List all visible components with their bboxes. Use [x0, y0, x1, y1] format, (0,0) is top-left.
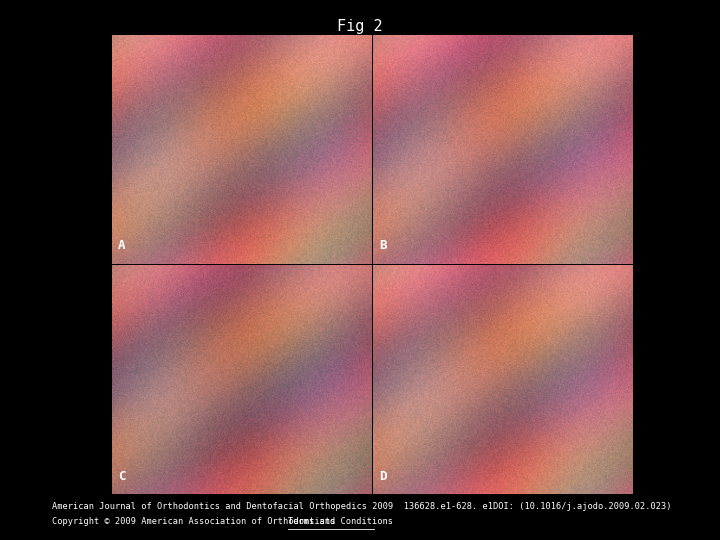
- Text: A: A: [118, 239, 125, 252]
- Text: D: D: [379, 470, 387, 483]
- Text: Fig 2: Fig 2: [337, 19, 383, 34]
- Text: Terms and Conditions: Terms and Conditions: [288, 517, 393, 526]
- Text: Copyright © 2009 American Association of Orthodontists: Copyright © 2009 American Association of…: [52, 517, 341, 526]
- Text: B: B: [379, 239, 387, 252]
- Text: C: C: [118, 470, 125, 483]
- Text: American Journal of Orthodontics and Dentofacial Orthopedics 2009  136628.e1-628: American Journal of Orthodontics and Den…: [52, 502, 671, 511]
